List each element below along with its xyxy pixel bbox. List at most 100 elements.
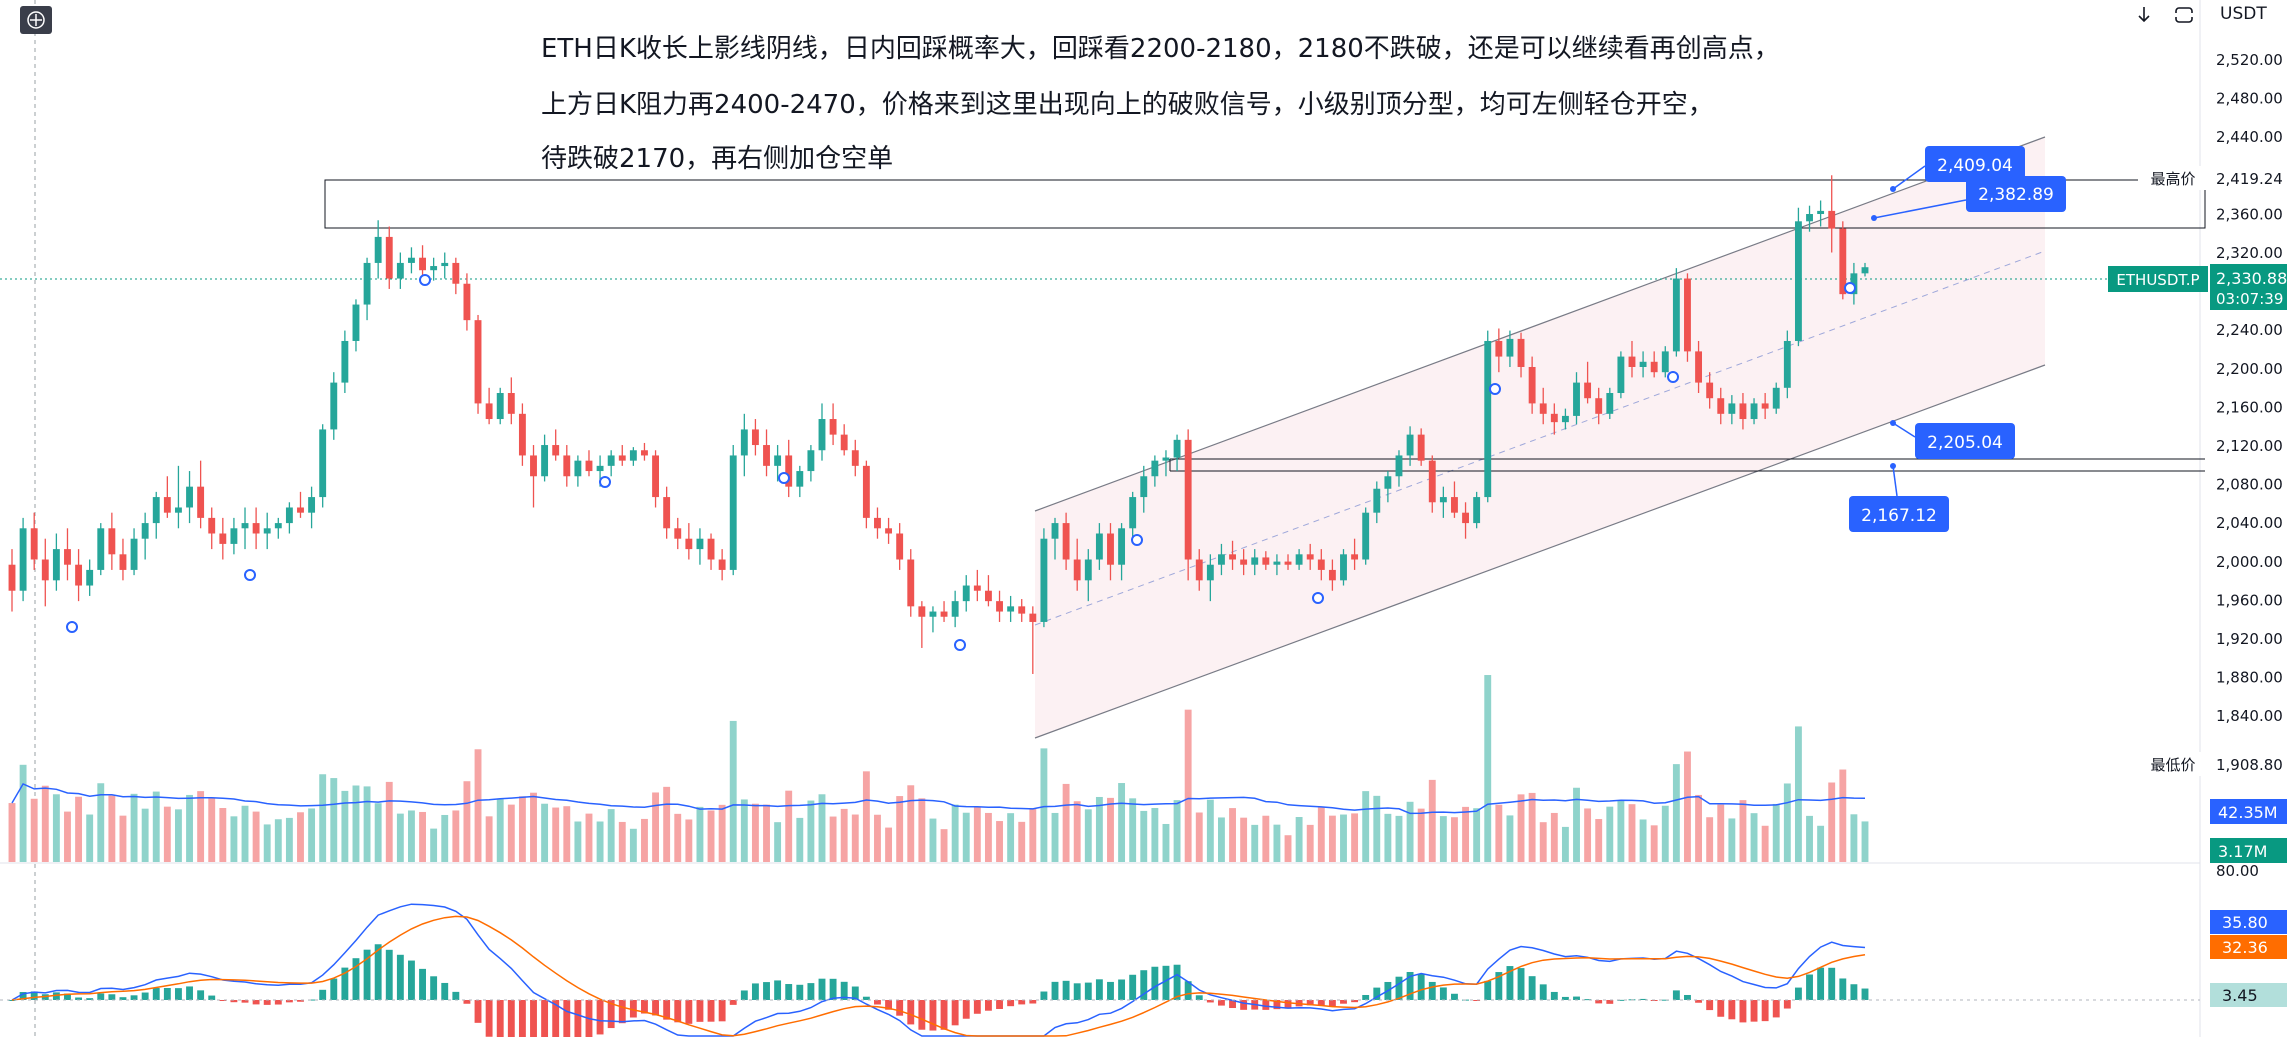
macd-hist-bar	[663, 1000, 671, 1020]
volume-bar	[396, 813, 404, 862]
candle-body	[973, 585, 981, 591]
volume-bar	[696, 806, 704, 862]
candle-body	[1118, 528, 1126, 565]
crosshair-button[interactable]	[20, 6, 52, 34]
macd-hist-bar	[152, 988, 160, 1000]
candle-body	[785, 455, 793, 487]
volume-bar	[1462, 806, 1469, 862]
volume-bar	[1595, 819, 1603, 862]
macd-hist-bar	[563, 1000, 571, 1037]
candle-body	[1151, 460, 1159, 477]
callout-2382[interactable]: 2,382.89	[1871, 176, 2066, 221]
volume-bar	[929, 818, 937, 862]
candle-body	[1229, 554, 1236, 560]
download-button[interactable]	[2130, 2, 2158, 28]
volume-bar	[1728, 818, 1736, 862]
macd-hist-bar	[1317, 1000, 1325, 1006]
candle-body	[907, 559, 915, 607]
macd-hist-bar	[197, 990, 205, 1000]
volume-bar	[674, 813, 682, 862]
volume-bar	[1684, 751, 1691, 862]
candle-body	[119, 554, 127, 570]
macd-hist-bar	[751, 983, 759, 1000]
price-tick-label: 2,000.00	[2216, 553, 2283, 571]
macd-hist-bar	[796, 984, 804, 1000]
macd-hist-bar	[962, 1000, 970, 1019]
macd-hist-bar	[652, 1000, 659, 1016]
candle-body	[1606, 393, 1614, 414]
volume-bar	[385, 781, 393, 862]
candle-body	[1095, 533, 1103, 560]
high-value: 2,419.24	[2216, 170, 2283, 188]
candle-body	[252, 523, 260, 534]
candle-body	[518, 413, 526, 456]
candle-body	[874, 517, 881, 529]
candle-body	[1550, 413, 1558, 423]
volume-bar	[1140, 810, 1148, 862]
macd-hist-bar	[1351, 1000, 1359, 1003]
macd-hist-bar	[64, 993, 71, 1000]
macd-hist-bar	[1417, 973, 1425, 1000]
volume-bar	[685, 819, 693, 862]
volume-bar	[996, 821, 1003, 862]
signal-marker	[244, 569, 256, 581]
candle-body	[563, 455, 571, 477]
currency-label[interactable]: USDT	[2220, 4, 2267, 24]
volume-bar	[1317, 807, 1325, 862]
callout-2167[interactable]: 2,167.12	[1849, 463, 1949, 532]
macd-hist-bar	[1406, 971, 1414, 1000]
volume-bar	[1373, 795, 1381, 862]
volume-bar	[1439, 816, 1447, 862]
macd-hist-bar	[1095, 979, 1103, 1000]
volume-bar	[1262, 815, 1270, 862]
candle-body	[274, 523, 282, 529]
macd-hist-bar	[1439, 987, 1447, 1000]
volume-bar	[1206, 799, 1214, 862]
signal-marker	[599, 476, 611, 488]
macd-hist-bar	[285, 1000, 293, 1003]
candle-body	[996, 601, 1003, 612]
volume-bar	[1473, 808, 1481, 862]
volume-bar	[851, 814, 859, 862]
candle-body	[1817, 210, 1825, 215]
price-axis[interactable]: 2,520.002,480.002,440.002,400.002,360.00…	[2216, 51, 2283, 725]
macd-hist-bar	[19, 992, 27, 1000]
hist-value: 3.45	[2222, 986, 2258, 1005]
candle-body	[86, 569, 94, 586]
price-tick-label: 2,040.00	[2216, 514, 2283, 532]
candle-body	[552, 445, 560, 456]
macd-hist-bar	[707, 1000, 715, 1022]
macd-hist-bar	[1550, 991, 1558, 1000]
volume-bar	[607, 809, 615, 862]
candle-body	[1107, 533, 1114, 565]
volume-bar	[962, 812, 970, 862]
volume-bar	[1606, 806, 1614, 862]
callout-2409[interactable]: 2,409.04	[1890, 146, 2025, 192]
candle-body	[141, 523, 149, 539]
candle-body	[1561, 415, 1569, 423]
candle-body	[1073, 559, 1081, 581]
macd-hist-bar	[807, 983, 815, 1000]
callout-2205[interactable]: 2,205.04	[1890, 420, 2015, 459]
download-icon	[2138, 7, 2150, 23]
candle-body	[419, 257, 426, 271]
volume-bar	[1051, 812, 1059, 862]
volume-bar	[230, 816, 238, 862]
candle-body	[1783, 340, 1791, 388]
candle-body	[1584, 382, 1592, 399]
candle-body	[1839, 228, 1847, 295]
macd-hist-bar	[474, 1000, 482, 1023]
fullscreen-button[interactable]	[2170, 2, 2198, 28]
volume-bar	[1550, 812, 1558, 862]
volume-bar	[751, 803, 759, 862]
volume-bar	[1839, 769, 1847, 862]
candle-body	[363, 262, 371, 305]
volume-bar	[552, 807, 560, 862]
macd-axis[interactable]: 80.00 35.80 32.36 3.45	[2210, 862, 2287, 1007]
macd-hist-bar	[419, 968, 426, 1000]
volume-bar	[119, 815, 127, 862]
volume-bar	[341, 790, 349, 862]
symbol-price-tag[interactable]: ETHUSDT.P 2,330.88 03:07:39	[2108, 264, 2287, 310]
volume-bar	[663, 786, 671, 862]
